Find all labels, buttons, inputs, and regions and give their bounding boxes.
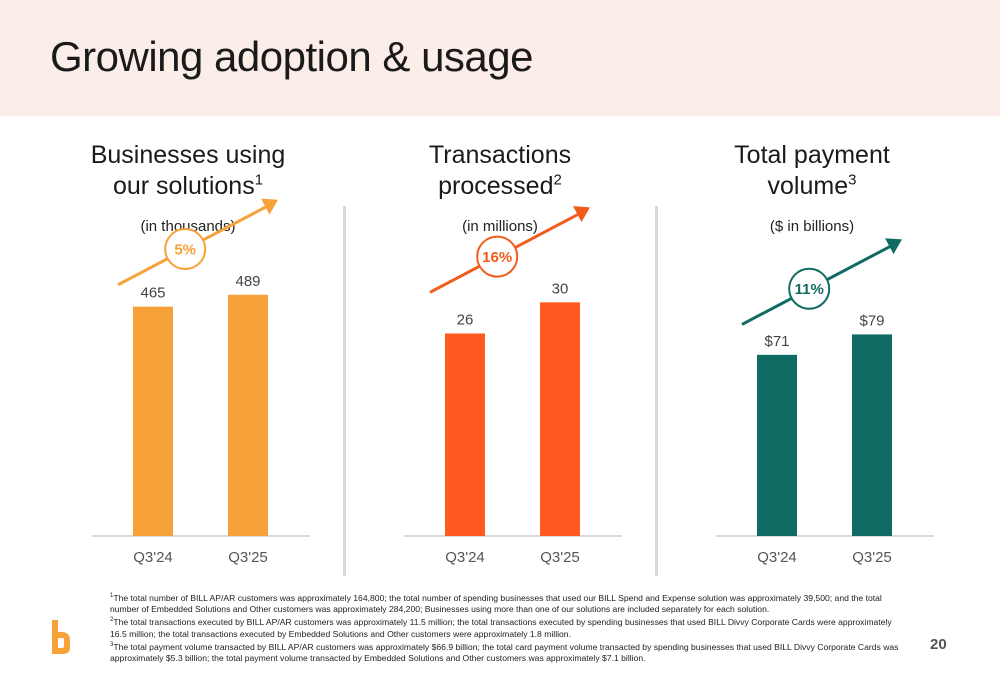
x-tick-label: Q3'24 (757, 549, 797, 566)
x-tick-label: Q3'24 (133, 549, 173, 566)
data-label: 26 (457, 311, 474, 328)
chart-title-line1: Businesses using (90, 141, 286, 169)
growth-label: 16% (482, 249, 512, 266)
chart-panel-businesses: Businesses using our solutions1 (in thou… (28, 140, 348, 580)
bar (540, 302, 580, 536)
page-number: 20 (930, 636, 947, 653)
bill-logo-icon (52, 620, 70, 654)
growth-badge (788, 267, 831, 310)
x-tick-label: Q3'25 (540, 549, 580, 566)
chart-svg: 26 Q3'24 30 Q3'25 16% (404, 206, 622, 566)
bar (852, 334, 892, 536)
x-tick-label: Q3'24 (445, 549, 485, 566)
chart-panel-transactions: Transactions processed2 (in millions) 26… (340, 140, 660, 580)
footnote-ref: 2 (553, 171, 562, 189)
chart-title: Transactions processed2 (340, 140, 660, 202)
growth-arrowhead-icon (573, 206, 590, 223)
data-label: 30 (552, 280, 569, 297)
x-tick-label: Q3'25 (852, 549, 892, 566)
growth-arrowhead-icon (885, 238, 902, 255)
bar (133, 306, 173, 536)
footnote-1: 1The total number of BILL AP/AR customer… (110, 592, 882, 615)
footnote-ref: 1 (254, 171, 264, 189)
chart-panel-payment-volume: Total payment volume3 ($ in billions) $7… (652, 140, 972, 580)
growth-label: 11% (795, 281, 824, 298)
chart-subtitle: ($ in billions) (769, 218, 855, 235)
data-label: 489 (235, 273, 260, 290)
divider (655, 206, 658, 576)
page-title: Growing adoption & usage (50, 33, 534, 80)
chart-title-line1: Total payment (734, 141, 890, 169)
bar (228, 294, 268, 536)
growth-arrowhead-icon (261, 198, 278, 215)
chart-title: Businesses using our solutions1 (28, 140, 348, 202)
chart-title: Total payment volume3 (652, 140, 972, 202)
chart-svg: $71 Q3'24 $79 Q3'25 11% (716, 238, 934, 566)
growth-label: 5% (174, 242, 196, 259)
x-tick-label: Q3'25 (228, 549, 268, 566)
divider (343, 206, 346, 576)
chart-svg: 465 Q3'24 489 Q3'25 5% (92, 198, 310, 566)
chart-title-line1: Transactions (428, 141, 572, 169)
data-label: $71 (764, 333, 789, 350)
growth-badge (164, 228, 207, 271)
chart-title-line2: our solutions (112, 172, 255, 200)
chart-subtitle: (in thousands) (140, 218, 236, 235)
footnote-2: 2The total transactions executed by BILL… (110, 617, 892, 639)
growth-badge (476, 235, 519, 278)
footnote-ref: 3 (848, 171, 857, 189)
footnote-3: 3The total payment volume transacted by … (110, 641, 899, 664)
header-band: Growing adoption & usage (0, 0, 1000, 116)
data-label: $79 (859, 312, 884, 329)
chart-title-line2: processed (438, 172, 554, 200)
data-label: 465 (140, 285, 165, 302)
footnotes: 1The total number of BILL AP/AR customer… (110, 591, 910, 664)
bar (757, 354, 797, 536)
chart-title-line2: volume (767, 172, 849, 200)
chart-subtitle: (in millions) (462, 218, 538, 235)
bar (445, 333, 485, 536)
